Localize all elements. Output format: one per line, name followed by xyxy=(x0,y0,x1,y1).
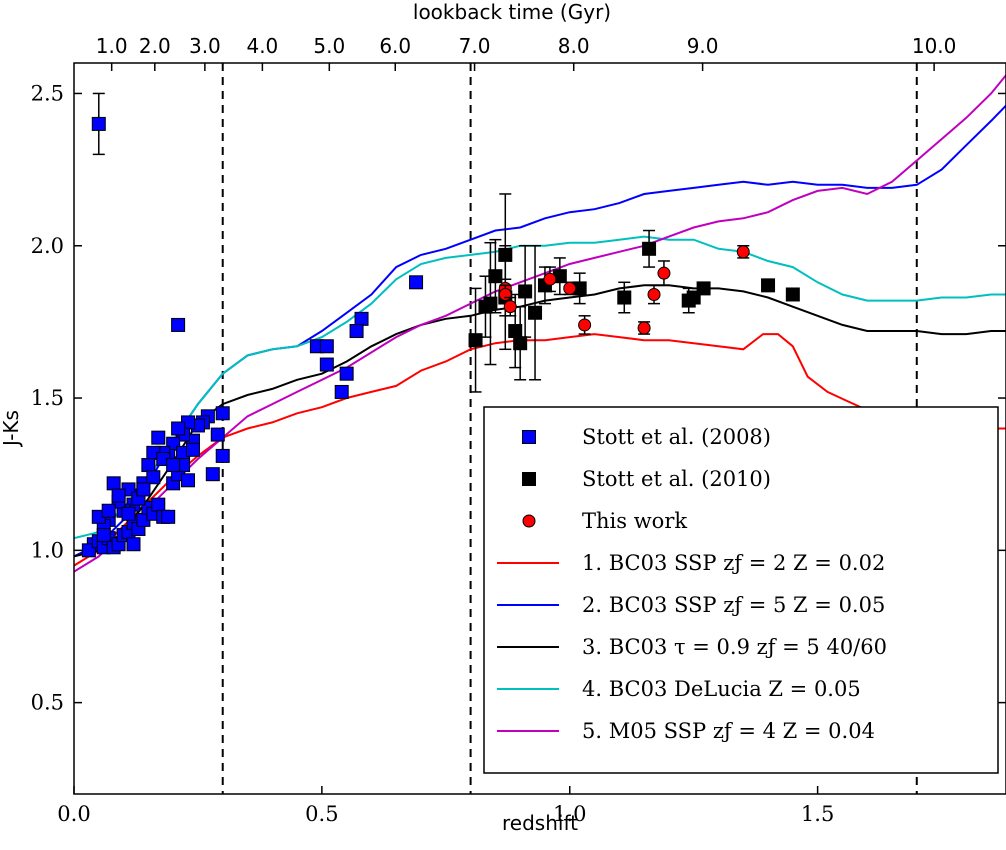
x-tick-label: 1.0 xyxy=(553,802,586,826)
series-point-2 xyxy=(503,300,517,314)
series-point-0 xyxy=(161,509,176,524)
series-point-0 xyxy=(215,406,230,421)
series-point-0 xyxy=(205,467,220,482)
series-point-0 xyxy=(101,503,116,518)
y-tick-label: 1.0 xyxy=(31,538,64,562)
top-tick-label: 1.0 xyxy=(96,34,128,58)
model-line-bc03-delucia xyxy=(74,235,1006,540)
series-point-2 xyxy=(637,321,651,335)
series-point-0 xyxy=(91,116,106,131)
data-markers xyxy=(81,92,800,558)
legend-box xyxy=(483,406,999,774)
series-point-1 xyxy=(642,241,657,256)
series-point-0 xyxy=(210,427,225,442)
y-tick-label: 2.0 xyxy=(31,234,64,258)
y-tick-label: 0.5 xyxy=(31,691,64,715)
top-tick-label: 10.0 xyxy=(912,34,957,58)
series-point-0 xyxy=(151,430,166,445)
top-tick-label: 8.0 xyxy=(558,34,590,58)
legend: Stott et al. (2008) Stott et al. (2010) Th… xyxy=(483,406,999,774)
series-point-2 xyxy=(498,287,512,301)
series-point-2 xyxy=(578,318,592,332)
series-point-1 xyxy=(488,269,503,284)
series-point-1 xyxy=(785,287,800,302)
series-point-1 xyxy=(513,336,528,351)
series-point-1 xyxy=(761,278,776,293)
series-point-1 xyxy=(617,290,632,305)
series-point-2 xyxy=(736,245,750,259)
legend-label: 5. M05 SSP zƒ = 4 Z = 0.04 xyxy=(582,719,875,743)
legend-label: Stott et al. (2010) xyxy=(582,467,771,491)
series-point-1 xyxy=(696,281,711,296)
legend-label: 1. BC03 SSP zƒ = 2 Z = 0.02 xyxy=(582,551,885,575)
series-point-0 xyxy=(136,482,151,497)
series-point-2 xyxy=(657,266,671,280)
legend-label: 4. BC03 DeLucia Z = 0.05 xyxy=(582,677,861,701)
legend-label: This work xyxy=(582,509,687,533)
x-axis-label: redshift xyxy=(502,811,578,835)
legend-label: Stott et al. (2008) xyxy=(582,425,771,449)
model-line-bc03-zf2 xyxy=(74,333,1006,567)
top-tick-label: 9.0 xyxy=(687,34,719,58)
x-tick-label: 0.5 xyxy=(305,802,338,826)
top-tick-label: 7.0 xyxy=(459,34,491,58)
legend-label: 2. BC03 SSP zƒ = 5 Z = 0.05 xyxy=(582,593,885,617)
top-axis-label: lookback time (Gyr) xyxy=(413,0,611,24)
axis-ticks: 0.5 1.0 1.5 2.0 2.5 0.0 0.5 1.0 1.5 1.0 2.0 3.0 4.0 5… xyxy=(31,34,1006,826)
top-tick-label: 2.0 xyxy=(139,34,171,58)
series-point-1 xyxy=(528,305,543,320)
series-point-0 xyxy=(171,317,186,332)
series-point-0 xyxy=(171,421,186,436)
series-point-0 xyxy=(185,442,200,457)
series-point-0 xyxy=(111,488,126,503)
y-tick-label: 2.5 xyxy=(31,81,64,105)
top-tick-label: 3.0 xyxy=(189,34,221,58)
series-point-0 xyxy=(126,537,141,552)
series-point-0 xyxy=(166,458,181,473)
series-point-2 xyxy=(543,272,557,286)
series-point-0 xyxy=(334,384,349,399)
series-point-0 xyxy=(319,339,334,354)
series-point-1 xyxy=(518,284,533,299)
top-tick-label: 4.0 xyxy=(246,34,278,58)
series-point-2 xyxy=(563,281,577,295)
series-point-0 xyxy=(215,448,230,463)
series-point-2 xyxy=(647,287,661,301)
x-tick-label: 1.5 xyxy=(801,802,834,826)
legend-label: 3. BC03 τ = 0.9 zƒ = 5 40/60 xyxy=(582,635,887,659)
series-point-0 xyxy=(319,357,334,372)
x-tick-label: 0.0 xyxy=(57,802,90,826)
legend-symbol xyxy=(522,472,536,486)
legend-symbol xyxy=(522,430,536,444)
top-tick-label: 6.0 xyxy=(379,34,411,58)
series-point-1 xyxy=(483,296,498,311)
series-point-0 xyxy=(121,506,136,521)
series-point-0 xyxy=(354,311,369,326)
top-tick-label: 5.0 xyxy=(313,34,345,58)
y-tick-label: 1.5 xyxy=(31,386,64,410)
y-axis-label: J-Ks xyxy=(0,410,23,448)
series-point-0 xyxy=(141,458,156,473)
series-point-0 xyxy=(349,324,364,339)
series-point-0 xyxy=(409,275,424,290)
series-point-0 xyxy=(181,473,196,488)
plot-frame xyxy=(73,62,1006,795)
series-point-1 xyxy=(468,333,483,348)
series-point-0 xyxy=(96,528,111,543)
legend-symbol xyxy=(522,514,536,528)
series-point-0 xyxy=(146,470,161,485)
series-point-0 xyxy=(339,366,354,381)
series-point-0 xyxy=(106,476,121,491)
series-point-0 xyxy=(151,497,166,512)
